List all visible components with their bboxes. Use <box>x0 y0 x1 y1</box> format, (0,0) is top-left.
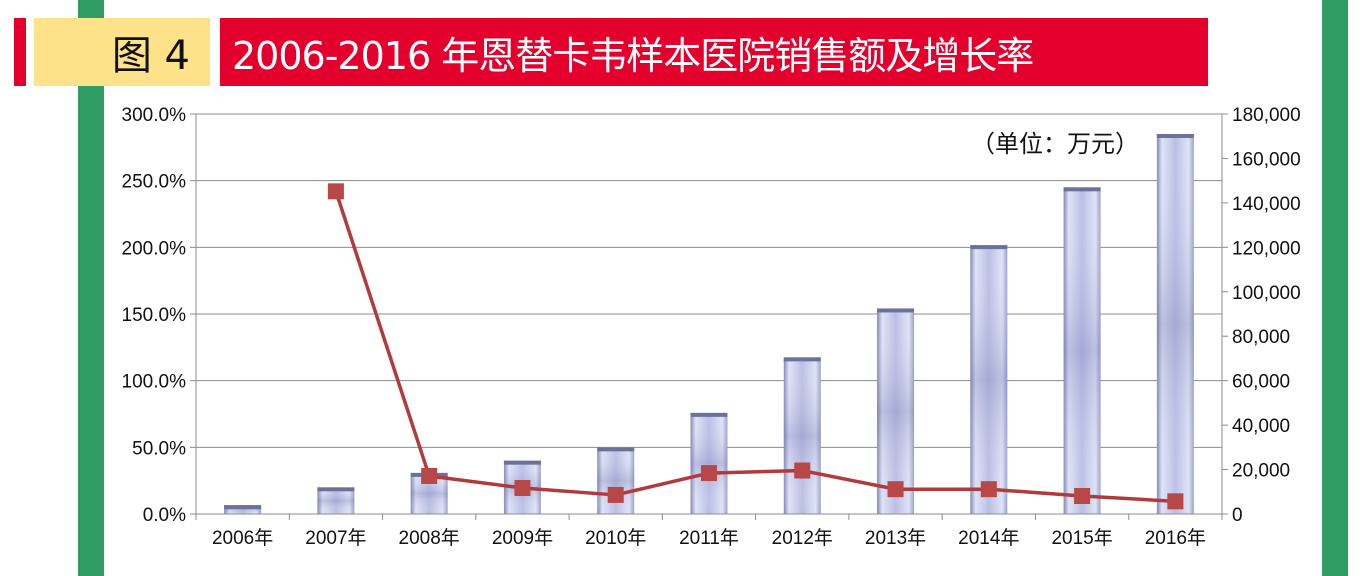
sales-bar-cap <box>503 460 541 465</box>
sales-bar <box>597 447 635 514</box>
sales-bar-cap <box>317 487 355 492</box>
x-axis-tick-label: 2009年 <box>492 527 553 549</box>
growth-rate-marker <box>514 480 531 496</box>
x-axis-tick-label: 2011年 <box>679 527 739 549</box>
sales-bar-cap <box>1063 187 1101 192</box>
sales-bar-shade <box>597 447 635 514</box>
left-axis-tick-label: 250.0% <box>122 172 187 193</box>
growth-rate-marker <box>794 462 811 479</box>
sales-bar-shade <box>224 505 262 514</box>
sales-bar-shade <box>1156 134 1194 514</box>
growth-rate-line <box>334 190 1176 504</box>
sales-bar-cap <box>783 357 821 362</box>
left-axis-tick-label: 0.0% <box>143 505 186 526</box>
sales-bar-shade <box>1063 187 1101 515</box>
growth-rate-marker <box>607 486 624 503</box>
title-accent-mark <box>14 18 26 86</box>
sales-bar-cap <box>970 245 1008 250</box>
sales-bar-cap <box>690 412 728 417</box>
right-axis-tick-label: 100,000 <box>1232 283 1301 304</box>
sales-bar-shade <box>783 357 821 514</box>
sales-bar <box>317 487 355 514</box>
growth-rate-series <box>327 183 1184 510</box>
unit-note: （单位：万元） <box>971 131 1139 158</box>
x-axis-tick-label: 2010年 <box>585 527 646 549</box>
sales-bar <box>970 245 1008 514</box>
x-axis-tick-label: 2013年 <box>865 527 926 549</box>
sales-bar <box>877 308 915 514</box>
chart-title: 2006-2016 年恩替卡韦样本医院销售额及增长率 <box>232 33 1034 78</box>
right-axis-tick-label: 160,000 <box>1232 149 1301 170</box>
left-axis-tick-label: 50.0% <box>132 438 186 459</box>
right-axis-tick-label: 140,000 <box>1232 194 1301 215</box>
sales-bar <box>783 357 821 514</box>
sales-bar-shade <box>317 487 355 514</box>
sales-bar-shade <box>877 308 915 514</box>
x-axis-tick-label: 2012年 <box>772 527 833 549</box>
right-axis-tick-label: 120,000 <box>1232 238 1301 259</box>
right-axis-tick-label: 20,000 <box>1232 461 1290 482</box>
sales-bar-shade <box>970 245 1008 514</box>
x-axis-tick-label: 2008年 <box>399 527 460 549</box>
right-side-bar <box>1322 0 1348 576</box>
sales-bar-cap <box>1156 134 1194 138</box>
growth-rate-marker <box>701 465 717 482</box>
growth-rate-marker <box>327 183 344 200</box>
right-axis-tick-label: 40,000 <box>1232 416 1290 437</box>
sales-bar <box>1063 187 1101 515</box>
left-side-bar <box>78 0 104 576</box>
growth-rate-marker <box>887 481 904 498</box>
x-axis-tick-label: 2014年 <box>958 527 1019 549</box>
sales-bar-cap <box>224 505 262 510</box>
right-axis-tick-label: 80,000 <box>1232 327 1290 348</box>
bar-series <box>224 134 1194 515</box>
sales-bar <box>690 412 728 514</box>
right-axis-tick-label: 180,000 <box>1232 105 1301 126</box>
axes: 0.0% 50.0% 100.0% 150.0% 200.0% 250.0% 300.0% 0… <box>122 105 1301 549</box>
left-axis-tick-label: 300.0% <box>122 105 187 126</box>
right-axis-tick-label: 0 <box>1232 505 1243 526</box>
x-axis-tick-label: 2007年 <box>305 527 366 549</box>
left-axis-tick-label: 100.0% <box>122 372 187 393</box>
growth-rate-marker <box>1074 488 1091 504</box>
growth-rate-marker <box>421 468 438 484</box>
left-axis-tick-label: 200.0% <box>122 238 187 259</box>
sales-bar-shade <box>690 412 728 514</box>
sales-bar <box>1156 134 1194 514</box>
title-banner: 2006-2016 年恩替卡韦样本医院销售额及增长率 <box>220 18 1208 86</box>
x-axis-tick-label: 2006年 <box>212 527 273 549</box>
left-axis-tick-label: 150.0% <box>122 305 187 326</box>
x-axis-tick-label: 2016年 <box>1145 527 1206 549</box>
figure-label-box: 图 4 <box>34 18 210 86</box>
sales-bar <box>224 505 262 514</box>
growth-rate-marker <box>1167 493 1184 510</box>
right-axis-tick-label: 60,000 <box>1232 372 1290 393</box>
growth-rate-marker <box>980 481 997 498</box>
sales-bar-cap <box>597 447 635 452</box>
sales-bar-cap <box>877 308 915 313</box>
figure-label: 图 4 <box>111 33 190 79</box>
x-axis-tick-label: 2015年 <box>1051 527 1112 549</box>
